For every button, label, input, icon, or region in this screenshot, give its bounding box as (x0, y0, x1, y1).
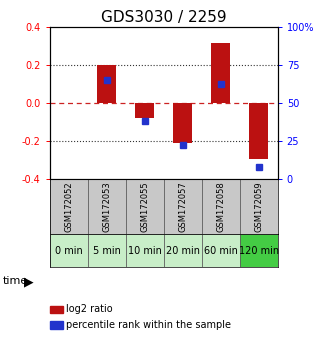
Bar (240, 234, 278, 267)
Bar (126, 234, 164, 267)
Bar (173, 103, 192, 143)
Text: 0 min: 0 min (55, 246, 82, 256)
Bar (50, 179, 88, 234)
Text: GSM172058: GSM172058 (216, 181, 225, 232)
Bar (50, 234, 88, 267)
Text: percentile rank within the sample: percentile rank within the sample (66, 320, 231, 330)
Bar (240, 179, 278, 234)
Bar (164, 179, 202, 234)
Text: GSM172052: GSM172052 (64, 181, 73, 232)
Text: 20 min: 20 min (166, 246, 200, 256)
Bar (126, 179, 164, 234)
Bar (88, 179, 126, 234)
Text: GSM172053: GSM172053 (102, 181, 111, 232)
Text: 10 min: 10 min (128, 246, 162, 256)
Text: GSM172055: GSM172055 (140, 181, 149, 232)
Text: time: time (3, 276, 29, 286)
Bar (164, 234, 202, 267)
Bar (97, 64, 116, 103)
Bar (202, 234, 240, 267)
Text: 60 min: 60 min (204, 246, 238, 256)
Bar (135, 103, 154, 118)
Title: GDS3030 / 2259: GDS3030 / 2259 (101, 10, 227, 25)
Text: 5 min: 5 min (93, 246, 121, 256)
Bar (211, 43, 230, 103)
Text: GSM172057: GSM172057 (178, 181, 187, 232)
Text: log2 ratio: log2 ratio (66, 304, 112, 314)
Bar (88, 234, 126, 267)
Bar (249, 103, 268, 159)
Text: 120 min: 120 min (239, 246, 279, 256)
Text: GSM172059: GSM172059 (254, 181, 263, 232)
Bar (202, 179, 240, 234)
Text: ▶: ▶ (24, 275, 34, 288)
